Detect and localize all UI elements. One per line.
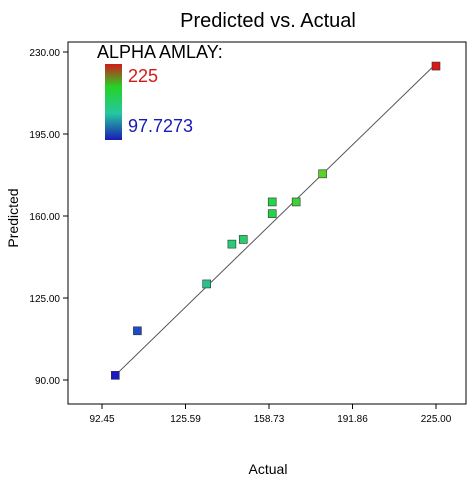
data-point — [133, 326, 142, 336]
data-point — [238, 235, 248, 244]
y-tick-label: 195.00 — [29, 130, 60, 141]
x-tick-label: 225.00 — [421, 414, 452, 425]
y-tick-label: 230.00 — [29, 48, 60, 59]
y-tick-label: 160.00 — [29, 212, 60, 223]
data-point — [318, 169, 327, 179]
chart-title: Predicted vs. Actual — [180, 10, 356, 32]
x-tick-label: 125.59 — [170, 414, 201, 425]
y-tick-label: 125.00 — [29, 294, 60, 305]
legend-max-label: 225 — [128, 66, 158, 86]
x-tick-label: 191.86 — [337, 414, 368, 425]
data-point — [431, 61, 441, 71]
color-legend: ALPHA AMLAY: 225 97.7273 — [97, 42, 223, 140]
data-point — [267, 197, 277, 207]
y-axis-label: Predicted — [5, 188, 21, 247]
x-tick-label: 158.73 — [254, 414, 285, 425]
plot-frame — [67, 41, 467, 405]
y-tick-label: 90.00 — [35, 376, 60, 387]
fit-line — [114, 63, 437, 376]
data-point — [110, 371, 120, 380]
legend-title: ALPHA AMLAY: — [97, 42, 223, 62]
x-axis-label: Actual — [249, 461, 288, 477]
legend-color-bar — [105, 64, 122, 140]
data-point — [202, 279, 211, 289]
x-tick-label: 92.45 — [89, 414, 114, 425]
data-point — [227, 239, 237, 249]
legend-min-label: 97.7273 — [128, 116, 193, 136]
data-point — [267, 209, 277, 218]
data-point — [291, 197, 301, 207]
